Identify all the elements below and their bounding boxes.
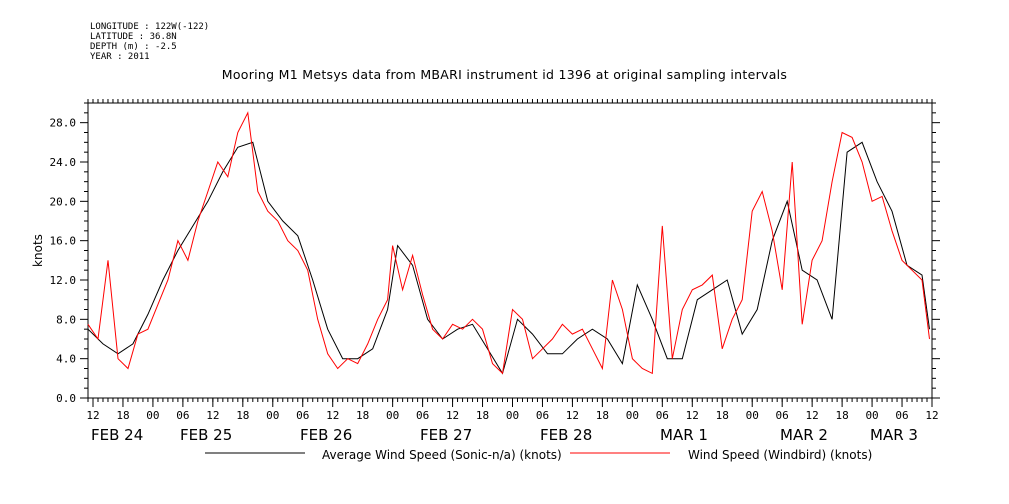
x-tick-label: 00: [746, 409, 759, 422]
meta-latitude: LATITUDE : 36.8N: [90, 32, 177, 42]
x-tick-label: 18: [716, 409, 729, 422]
x-tick-label: 12: [206, 409, 219, 422]
y-axis-label: knots: [31, 234, 45, 267]
x-date-label: FEB 27: [420, 426, 472, 444]
plot-frame: [87, 102, 933, 399]
x-tick-label: 18: [835, 409, 848, 422]
x-tick-label: 06: [176, 409, 189, 422]
x-tick-label: 12: [566, 409, 579, 422]
x-date-label: MAR 3: [870, 426, 918, 444]
x-tick-label: 12: [446, 409, 459, 422]
x-date-label: FEB 28: [540, 426, 592, 444]
x-tick-label: 00: [865, 409, 878, 422]
series-line-windbird-wind-speed: [87, 111, 930, 375]
x-date-label: FEB 26: [300, 426, 352, 444]
x-tick-label: 06: [296, 409, 309, 422]
legend-label-average: Average Wind Speed (Sonic-n/a) (knots): [322, 448, 562, 462]
x-tick-label: 00: [266, 409, 279, 422]
legend-label-windbird: Wind Speed (Windbird) (knots): [688, 448, 872, 462]
x-tick-label: 18: [476, 409, 489, 422]
x-tick-label: 12: [86, 409, 99, 422]
meta-year: YEAR : 2011: [90, 52, 150, 62]
x-tick-label: 12: [326, 409, 339, 422]
y-tick-label: 4.0: [56, 353, 76, 366]
y-tick-label: 16.0: [50, 235, 77, 248]
x-tick-label: 18: [116, 409, 129, 422]
y-tick-label: 24.0: [50, 156, 77, 169]
x-tick-label: 06: [656, 409, 669, 422]
series-line-average-wind-speed: [87, 141, 930, 375]
x-tick-label: 18: [236, 409, 249, 422]
x-tick-label: 00: [146, 409, 159, 422]
x-tick-label: 00: [626, 409, 639, 422]
x-date-label: MAR 1: [660, 426, 708, 444]
x-date-label: MAR 2: [780, 426, 828, 444]
x-tick-label: 12: [806, 409, 819, 422]
x-tick-label: 00: [506, 409, 519, 422]
x-tick-label: 18: [596, 409, 609, 422]
x-date-label: FEB 24: [91, 426, 143, 444]
x-tick-label: 12: [925, 409, 938, 422]
y-tick-label: 12.0: [50, 274, 77, 287]
x-tick-label: 06: [416, 409, 429, 422]
metadata-block: LONGITUDE : 122W(-122) LATITUDE : 36.8N …: [90, 22, 209, 62]
y-tick-label: 28.0: [50, 117, 77, 130]
y-tick-label: 20.0: [50, 195, 77, 208]
meta-longitude: LONGITUDE : 122W(-122): [90, 22, 210, 32]
x-tick-label: 06: [776, 409, 789, 422]
y-tick-label: 8.0: [56, 313, 76, 326]
x-tick-label: 18: [356, 409, 369, 422]
chart-title: Mooring M1 Metsys data from MBARI instru…: [221, 67, 788, 82]
x-tick-label: 12: [686, 409, 699, 422]
y-tick-label: 0.0: [56, 392, 76, 405]
x-date-label: FEB 25: [180, 426, 232, 444]
x-tick-label: 06: [895, 409, 908, 422]
x-tick-label: 06: [536, 409, 549, 422]
x-tick-label: 00: [386, 409, 399, 422]
meta-depth: DEPTH (m) : -2.5: [90, 42, 177, 52]
